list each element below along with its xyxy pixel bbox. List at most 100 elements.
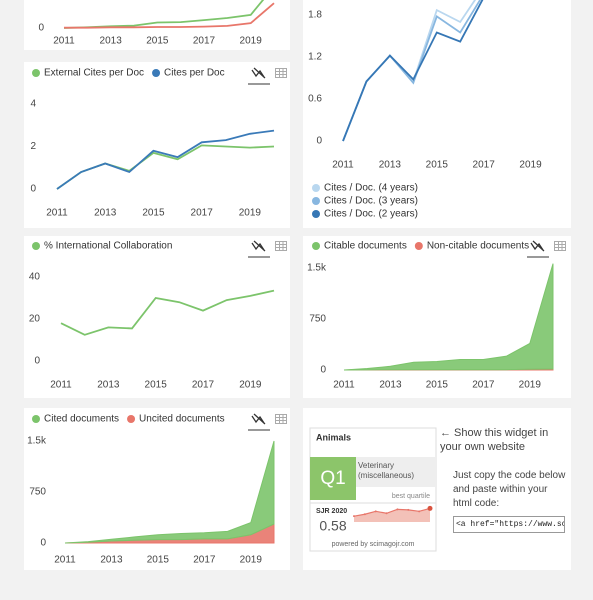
y-tick-label: 1.8 [308, 10, 322, 21]
card [303, 236, 571, 398]
y-tick-label: 1.5k [307, 263, 327, 274]
spark-dot [385, 512, 388, 515]
x-tick-label: 2013 [100, 36, 123, 47]
legend-label: Cites per Doc [164, 68, 225, 79]
area [343, 263, 554, 371]
card [24, 236, 290, 398]
x-tick-label: 2015 [426, 160, 449, 171]
plot: 0 750 1.5k 2011 2013 2015 2017 2019 [27, 436, 275, 566]
x-tick-label: 2011 [53, 36, 75, 47]
x-tick-label: 2013 [97, 380, 120, 391]
spark-line [353, 507, 431, 517]
line [60, 289, 275, 336]
card [24, 408, 290, 570]
legend-swatch [312, 210, 320, 218]
x-tick-label: 2015 [426, 380, 449, 391]
spark-dot [374, 510, 377, 513]
x-tick-label: 2015 [147, 555, 170, 566]
plot: 0 0.6 1.2 1.8 2011 2013 2015 2017 2019 [308, 0, 542, 171]
x-tick-label: 2013 [100, 555, 123, 566]
legend-label: External Cites per Doc [44, 68, 144, 79]
x-tick-label: 2019 [239, 380, 262, 391]
x-tick-label: 2011 [332, 160, 354, 171]
y-tick-label: 1.5k [27, 436, 47, 447]
x-tick-label: 2017 [193, 36, 216, 47]
y-tick-label: 0 [34, 356, 40, 367]
y-tick-label: 0 [40, 538, 46, 549]
legend-label: % International Collaboration [44, 241, 172, 252]
legend-swatch [32, 69, 40, 77]
y-tick-label: 0 [320, 365, 326, 376]
x-tick-label: 2019 [519, 160, 542, 171]
y-tick-label: 0.6 [308, 94, 322, 105]
x-tick-label: 2019 [240, 36, 263, 47]
card [24, 0, 290, 50]
spark-dot [427, 505, 433, 511]
journal: Animals [316, 432, 351, 442]
y-tick-label: 2 [30, 141, 36, 152]
powered-by: powered by scimagojr.com [332, 541, 415, 548]
y-tick-label: 40 [29, 272, 41, 283]
x-tick-label: 2017 [192, 380, 215, 391]
x-tick-label: 2017 [191, 208, 214, 219]
spark-dot [363, 513, 366, 516]
x-tick-label: 2011 [46, 208, 68, 219]
code-box[interactable]: <a href="https://www.scimag [453, 516, 565, 533]
x-tick-label: 2015 [142, 208, 165, 219]
sparkline [353, 505, 433, 522]
quartile-box [310, 457, 356, 500]
plot: 0 750 1.5k 2011 2013 2015 2017 2019 [307, 263, 554, 391]
plot: 0 2011 2013 2015 2017 2019 [38, 0, 275, 47]
quartile: Q1 [320, 468, 345, 489]
legend-swatch [414, 242, 423, 250]
x-tick-label: 2019 [240, 555, 263, 566]
line [64, 2, 275, 29]
legend-label: Cites / Doc. (4 years) [324, 183, 418, 194]
card [303, 0, 571, 228]
legend-swatch [312, 184, 320, 192]
spark-dot [418, 510, 421, 513]
y-tick-label: 0 [38, 23, 44, 34]
y-tick-label: 1.2 [308, 52, 322, 63]
legend-label: Citable documents [324, 241, 407, 252]
legend-swatch [312, 197, 320, 205]
y-tick-label: 0 [30, 184, 36, 195]
spark-area [354, 508, 430, 522]
sjr-label: SJR 2020 [316, 508, 347, 515]
y-tick-label: 750 [309, 314, 326, 325]
x-tick-label: 2011 [50, 380, 72, 391]
x-tick-label: 2011 [333, 380, 355, 391]
legend-label: Uncited documents [139, 414, 225, 425]
legend-label: Cited documents [44, 414, 119, 425]
spark-dot [353, 515, 355, 518]
x-tick-label: 2015 [146, 36, 169, 47]
x-tick-label: 2017 [472, 380, 495, 391]
y-tick-label: 20 [29, 314, 41, 325]
x-tick-label: 2019 [239, 208, 262, 219]
x-tick-label: 2013 [94, 208, 117, 219]
y-tick-label: 0 [316, 136, 322, 147]
y-tick-label: 750 [29, 487, 46, 498]
category: Veterinary (miscellaneous) [358, 461, 415, 480]
plot: 0 2 4 2011 2013 2015 2017 2019 [30, 99, 275, 219]
card [24, 62, 290, 228]
category-box [356, 457, 436, 487]
spark-dot [407, 508, 410, 511]
line [56, 129, 275, 190]
x-tick-label: 2015 [145, 380, 168, 391]
legend-label: Non-citable documents [427, 241, 529, 252]
spark-dot [396, 508, 399, 511]
legend-swatch [152, 69, 161, 77]
x-tick-label: 2019 [519, 380, 542, 391]
plot: 0 20 40 2011 2013 2015 2017 2019 [29, 272, 275, 391]
line [342, 0, 484, 142]
chart-toggles[interactable] [248, 67, 566, 431]
legend-swatch [32, 242, 40, 250]
legend-label: Cites / Doc. (2 years) [324, 209, 418, 220]
area [64, 440, 275, 544]
legend-swatch [312, 242, 320, 250]
share-instructions: Just copy the code below and paste withi… [453, 470, 566, 509]
x-tick-label: 2011 [54, 555, 76, 566]
